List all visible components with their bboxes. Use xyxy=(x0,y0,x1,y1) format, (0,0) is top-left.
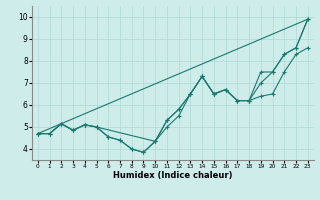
X-axis label: Humidex (Indice chaleur): Humidex (Indice chaleur) xyxy=(113,171,233,180)
